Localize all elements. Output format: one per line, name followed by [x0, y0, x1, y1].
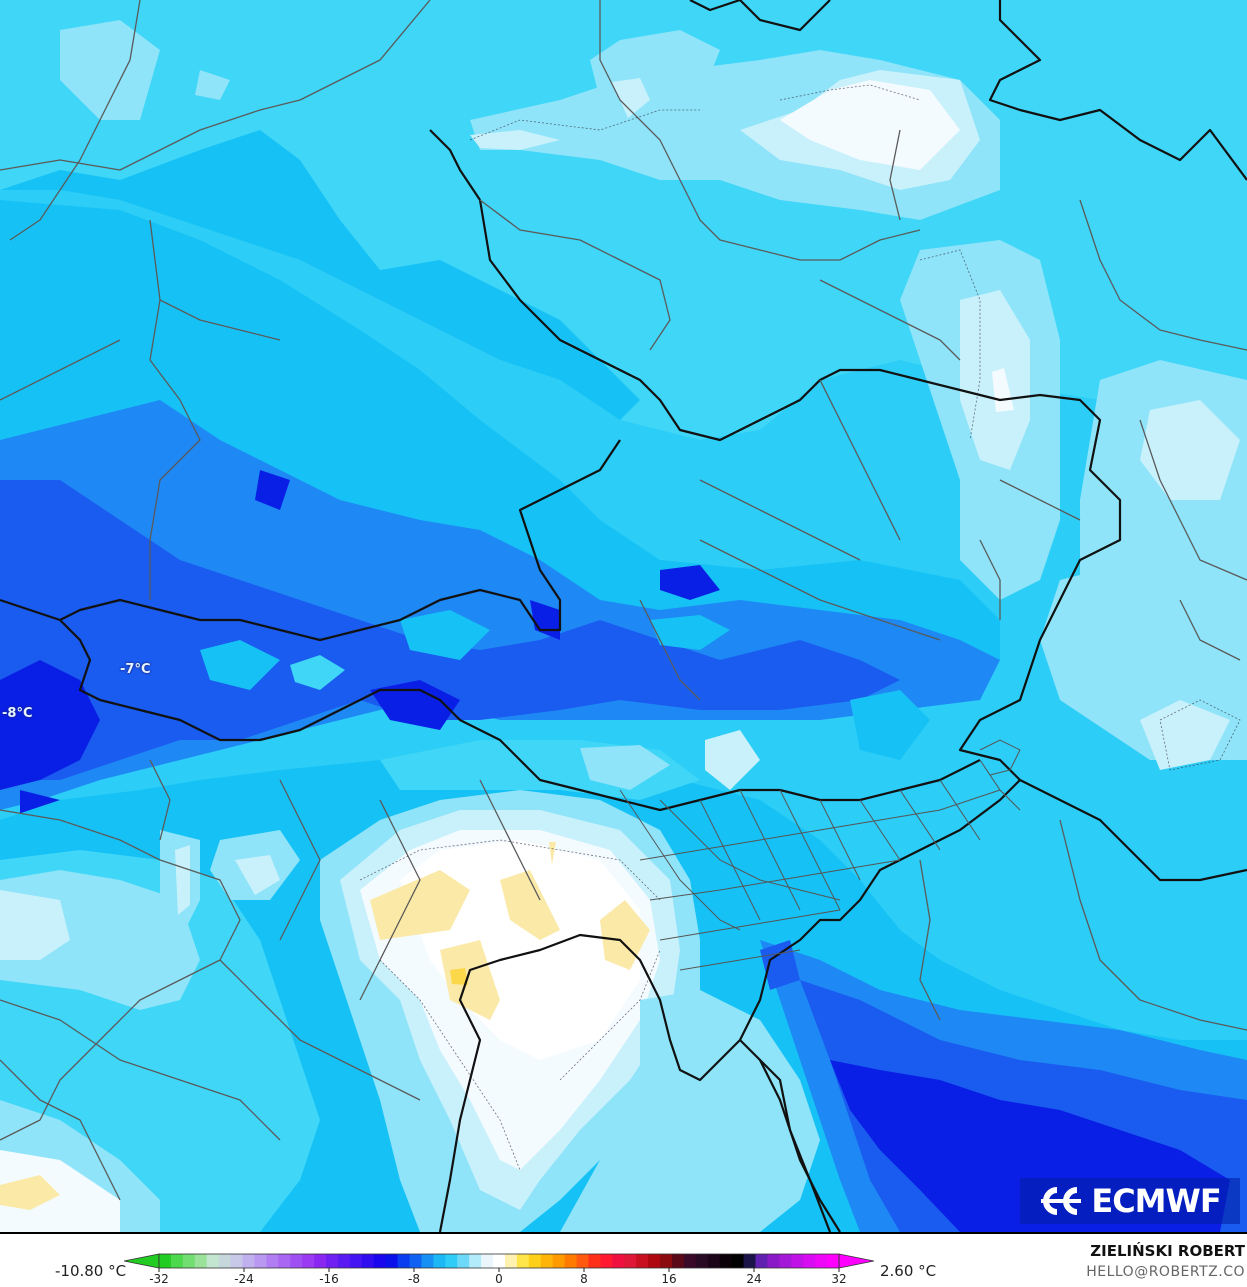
tick-label: -8: [408, 1272, 420, 1286]
point-label-minus-7: -7°C: [120, 662, 151, 677]
temperature-colorbar: [123, 1250, 875, 1276]
ecmwf-logo-text: ECMWF: [1091, 1182, 1221, 1220]
map-canvas: [0, 0, 1247, 1232]
legend-min-value: -10.80 °C: [55, 1262, 127, 1280]
legend-max-value: 2.60 °C: [880, 1262, 937, 1280]
tick-label: 0: [495, 1272, 503, 1286]
ecmwf-emblem-icon: [1041, 1187, 1082, 1215]
tick-label: 24: [746, 1272, 762, 1286]
tick-label: 16: [661, 1272, 677, 1286]
tick-label: 32: [831, 1272, 847, 1286]
point-label-minus-8: -8°C: [2, 706, 33, 721]
tick-label: -32: [149, 1272, 169, 1286]
municipal-borders: [619, 739, 1021, 971]
ecmwf-logo: ECMWF: [1020, 1178, 1240, 1224]
author-credit: ZIELIŃSKI ROBERT: [1090, 1242, 1245, 1260]
legend-footer: -10.80 °C -32 -24 -16 -8 0 8 16 24 32 2.…: [0, 1232, 1247, 1287]
colorbar-gradient: [123, 1253, 875, 1273]
temperature-map[interactable]: -7°C -8°C ECMWF: [0, 0, 1247, 1232]
author-email: HELLO@ROBERTZ.CO: [1086, 1264, 1245, 1280]
tick-label: -16: [319, 1272, 339, 1286]
tick-label: -24: [234, 1272, 254, 1286]
tick-label: 8: [580, 1272, 588, 1286]
